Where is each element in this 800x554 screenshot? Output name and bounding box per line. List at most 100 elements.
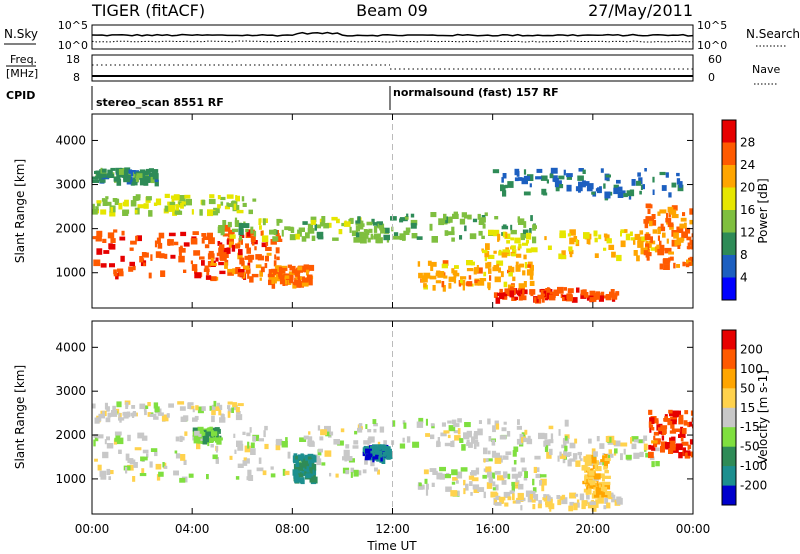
heatmap-cell — [425, 433, 430, 437]
heatmap-cell — [449, 216, 453, 223]
heatmap-cell — [523, 169, 527, 175]
heatmap-cell — [509, 290, 515, 298]
heatmap-cell — [435, 280, 442, 284]
heatmap-cell — [529, 273, 534, 280]
heatmap-cell — [671, 205, 678, 211]
heatmap-cell — [676, 226, 684, 233]
heatmap-cell — [237, 252, 243, 260]
heatmap-cell — [510, 245, 516, 250]
heatmap-cell — [584, 475, 587, 483]
heatmap-cell — [539, 480, 542, 486]
heatmap-cell — [108, 476, 111, 480]
heatmap-cell — [497, 233, 501, 241]
heatmap-cell — [143, 407, 147, 412]
heatmap-cell — [355, 225, 360, 232]
heatmap-cell — [399, 233, 405, 237]
colorbar-tick-label: 100 — [740, 362, 763, 376]
colorbar-tick-label: 16 — [740, 203, 755, 217]
heatmap-cell — [555, 186, 560, 192]
heatmap-cell — [399, 443, 406, 449]
heatmap-cell — [392, 420, 396, 427]
heatmap-cell — [502, 190, 507, 197]
heatmap-cell — [372, 457, 375, 463]
heatmap-cell — [275, 444, 281, 451]
heatmap-cell — [329, 472, 332, 477]
heatmap-cell — [550, 433, 554, 441]
heatmap-cell — [561, 497, 568, 505]
heatmap-cell — [307, 228, 315, 234]
heatmap-cell — [583, 292, 589, 298]
heatmap-cell — [611, 492, 614, 498]
heatmap-cell — [518, 471, 523, 475]
heatmap-cell — [174, 450, 178, 454]
heatmap-cell — [143, 203, 149, 209]
heatmap-cell — [458, 280, 462, 287]
heatmap-cell — [537, 294, 543, 300]
heatmap-cell — [367, 429, 372, 433]
heatmap-cell — [265, 255, 269, 262]
heatmap-cell — [425, 483, 429, 490]
heatmap-cell — [319, 218, 323, 226]
heatmap-cell — [187, 402, 194, 406]
heatmap-cell — [316, 231, 324, 239]
heatmap-cell — [281, 229, 284, 237]
heatmap-cell — [573, 503, 578, 511]
heatmap-cell — [515, 261, 519, 267]
heatmap-cell — [651, 461, 655, 468]
heatmap-cell — [227, 401, 233, 405]
heatmap-cell — [591, 191, 596, 195]
heatmap-cell — [418, 485, 423, 490]
heatmap-cell — [657, 248, 665, 256]
heatmap-cell — [368, 436, 375, 443]
heatmap-cell — [484, 250, 490, 258]
heatmap-cell — [636, 180, 642, 186]
heatmap-cell — [235, 267, 241, 274]
heatmap-cell — [168, 403, 174, 408]
heatmap-cell — [370, 233, 374, 240]
heatmap-cell — [116, 178, 122, 186]
heatmap-cell — [192, 231, 199, 235]
heatmap-cell — [130, 240, 137, 245]
heatmap-cell — [218, 261, 224, 266]
heatmap-cell — [238, 223, 243, 230]
heatmap-cell — [227, 411, 231, 418]
heatmap-cell — [456, 471, 463, 479]
heatmap-cell — [491, 450, 497, 458]
heatmap-cell — [140, 456, 145, 462]
heatmap-cell — [518, 290, 521, 297]
nsearch-trace — [91, 40, 694, 43]
heatmap-cell — [676, 444, 683, 451]
heatmap-cell — [519, 263, 525, 268]
heatmap-cell — [689, 239, 693, 246]
heatmap-cell — [141, 170, 149, 176]
heatmap-cell — [237, 443, 244, 451]
heatmap-cell — [577, 175, 584, 181]
heatmap-cell — [264, 263, 268, 269]
heatmap-cell — [360, 237, 367, 244]
heatmap-cell — [564, 445, 568, 452]
heatmap-cell — [369, 456, 373, 461]
heatmap-cell — [106, 201, 112, 206]
heatmap-cell — [666, 212, 669, 220]
heatmap-cell — [386, 449, 392, 456]
heatmap-cell — [498, 476, 505, 481]
heatmap-cell — [137, 432, 145, 439]
heatmap-cell — [206, 474, 209, 480]
heatmap-cell — [468, 475, 475, 480]
heatmap-cell — [588, 470, 595, 476]
heatmap-cell — [432, 470, 438, 475]
heatmap-cell — [181, 201, 189, 205]
heatmap-cell — [677, 245, 681, 249]
heatmap-cell — [493, 250, 497, 254]
heatmap-cell — [381, 457, 386, 464]
heatmap-cell — [280, 267, 288, 271]
heatmap-cell — [320, 222, 325, 226]
colorbar-swatch — [722, 187, 736, 211]
heatmap-cell — [247, 262, 251, 268]
heatmap-cell — [158, 471, 164, 477]
freq-label-1: Freq. — [10, 53, 37, 66]
heatmap-cell — [216, 431, 219, 438]
heatmap-cell — [472, 484, 480, 490]
heatmap-cell — [597, 466, 602, 472]
heatmap-cell — [566, 184, 572, 192]
